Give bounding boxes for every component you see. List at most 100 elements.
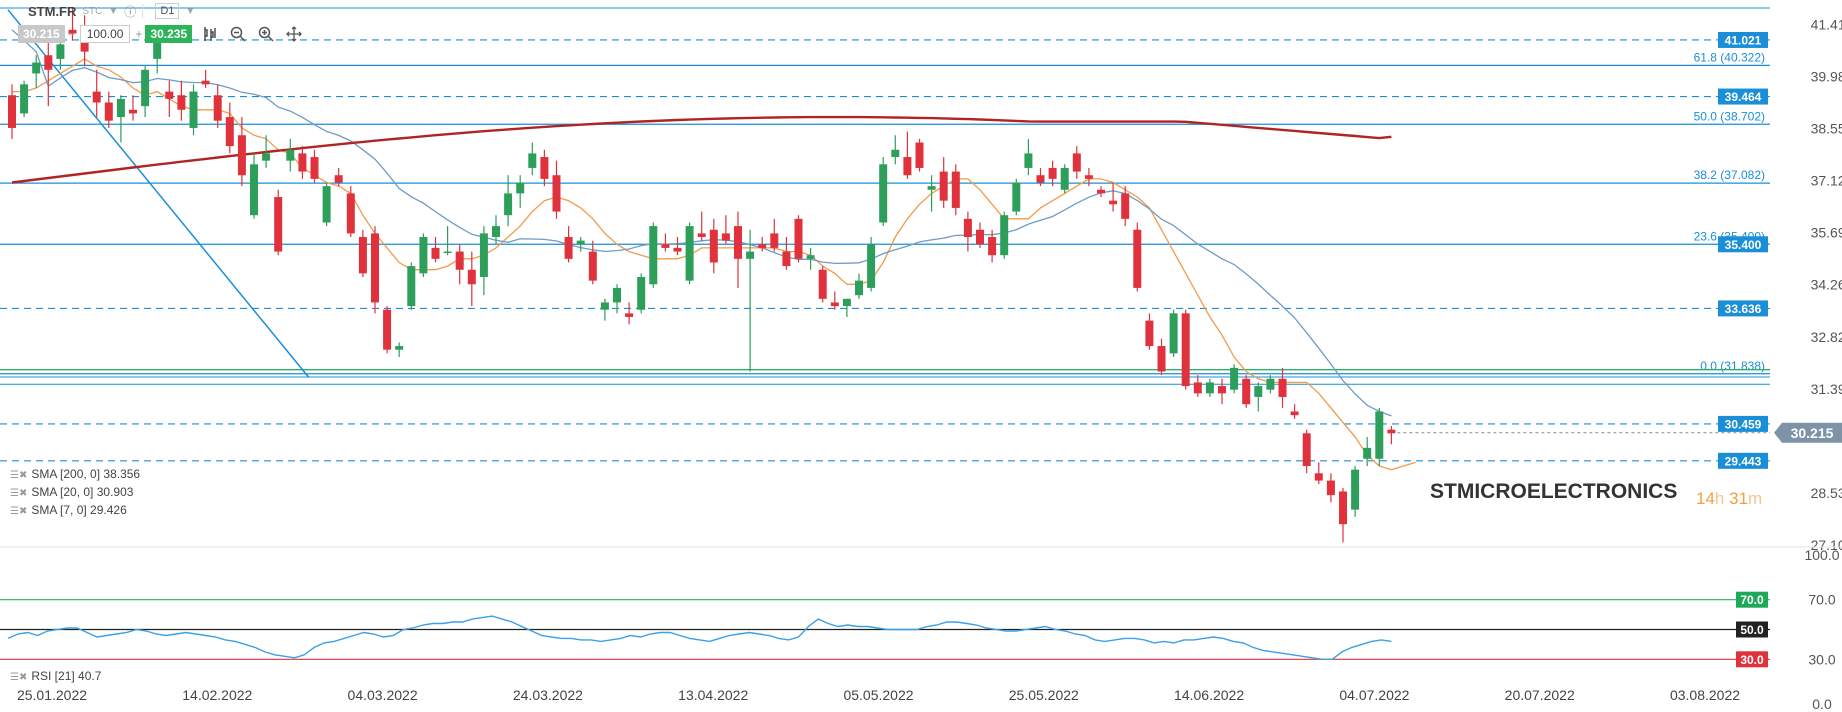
- candle-body: [1193, 382, 1202, 394]
- candle-body: [867, 244, 876, 288]
- candle-body: [770, 233, 779, 248]
- rsi-tick: 100.0: [1804, 547, 1839, 563]
- time-tick: 04.07.2022: [1339, 687, 1409, 703]
- price-tick: 32.828: [1811, 329, 1842, 345]
- time-tick: 25.01.2022: [17, 687, 87, 703]
- candle-body: [492, 226, 500, 238]
- plus-button[interactable]: +: [135, 27, 143, 41]
- candle-body: [346, 193, 355, 234]
- candlestick-type-icon[interactable]: [200, 24, 220, 44]
- time-tick: 14.02.2022: [182, 687, 252, 703]
- price-level-badge: [1718, 452, 1768, 469]
- toolbar-divider: [142, 4, 144, 18]
- price-level-badge: [1718, 300, 1768, 317]
- candle-body: [963, 218, 972, 238]
- candle-body: [141, 69, 150, 107]
- candle-body: [20, 84, 29, 114]
- buy-button[interactable]: 30.235: [145, 25, 193, 43]
- candle-body: [407, 266, 416, 307]
- rsi-legend[interactable]: ☰✖ RSI [21] 40.7: [10, 669, 101, 683]
- sma-7-name: SMA [7, 0]: [31, 503, 87, 517]
- candle-body: [830, 302, 839, 307]
- candle-body: [44, 55, 53, 70]
- candle-body: [1254, 386, 1263, 397]
- sma-200-name: SMA [200, 0]: [31, 467, 101, 481]
- sma-20-value: 30.903: [96, 485, 134, 499]
- info-icon[interactable]: ⓘ: [124, 4, 137, 19]
- sell-button[interactable]: 30.215: [18, 25, 65, 43]
- rsi-tick: 30.0: [1808, 651, 1835, 667]
- sma-7-value: 29.426: [90, 503, 127, 517]
- candle-body: [1060, 167, 1069, 190]
- price-level-value: 33.636: [1725, 302, 1762, 316]
- rsi-name: RSI [21]: [31, 669, 75, 683]
- candle-body: [1302, 433, 1311, 467]
- minus-button[interactable]: −: [67, 27, 75, 41]
- time-tick: 20.07.2022: [1505, 687, 1575, 703]
- sma-20-legend[interactable]: ☰✖ SMA [20, 0] 30.903: [10, 485, 133, 499]
- candle-body: [310, 157, 319, 179]
- candle-body: [951, 171, 960, 208]
- candle-body: [758, 244, 767, 248]
- symbol-tag: STC: [82, 5, 103, 17]
- candle-body: [298, 153, 307, 172]
- candle-body: [576, 240, 585, 245]
- fib-label: 50.0 (38.702): [1694, 109, 1765, 123]
- rsi-panel: 70.0 50.0 30.0 100.0 70.0 30.0 0.0: [0, 547, 1840, 712]
- candle-body: [56, 44, 65, 59]
- price-level-value: 39.464: [1725, 90, 1762, 104]
- candle-body: [842, 298, 851, 307]
- candle-body: [528, 153, 537, 168]
- rsi-tick: 0.0: [1812, 696, 1832, 712]
- candle-body: [371, 233, 379, 303]
- candle-body: [189, 91, 198, 128]
- settings-remove-icon[interactable]: ☰✖: [10, 672, 28, 683]
- settings-remove-icon[interactable]: ☰✖: [10, 506, 28, 517]
- candle-body: [383, 309, 392, 350]
- price-levels: 61.8 (40.322) 50.0 (38.702) 38.2 (37.082) 2…: [0, 7, 1770, 469]
- candle-body: [782, 251, 791, 267]
- settings-remove-icon[interactable]: ☰✖: [10, 470, 28, 481]
- candle-body: [709, 229, 718, 263]
- timer-hours: 14: [1696, 489, 1715, 508]
- price-level-value: 30.459: [1725, 417, 1762, 431]
- candle-body: [262, 153, 271, 161]
- price-tick: 31.397: [1811, 381, 1842, 397]
- price-tick: 35.691: [1811, 225, 1842, 241]
- candle-body: [939, 171, 948, 201]
- quantity-input[interactable]: 100.00: [79, 25, 131, 43]
- candle-body: [1133, 229, 1142, 288]
- zoom-out-icon[interactable]: [228, 24, 248, 44]
- zoom-in-icon[interactable]: [256, 24, 276, 44]
- price-tick: 38.554: [1811, 121, 1842, 137]
- pan-crosshair-icon[interactable]: [284, 24, 304, 44]
- time-tick: 24.03.2022: [513, 687, 583, 703]
- candle-body: [879, 164, 888, 223]
- interval-select[interactable]: D1: [155, 3, 180, 19]
- time-tick: 13.04.2022: [678, 687, 748, 703]
- price-tick: 28.534: [1811, 485, 1842, 501]
- price-axis: 41.417 39.986 38.554 37.123 35.691 34.260 32.8…: [0, 17, 1842, 553]
- current-price-badge: [1774, 422, 1842, 443]
- time-tick: 05.05.2022: [843, 687, 913, 703]
- candle-body: [794, 218, 803, 259]
- candle-body: [976, 229, 984, 245]
- candle-body: [1169, 313, 1178, 354]
- price-tick: 39.986: [1811, 69, 1842, 85]
- sma-7-legend[interactable]: ☰✖ SMA [7, 0] 29.426: [10, 503, 127, 517]
- candle-body: [697, 233, 706, 238]
- candle-body: [1024, 153, 1033, 168]
- settings-remove-icon[interactable]: ☰✖: [10, 488, 28, 499]
- candle-body: [177, 95, 186, 110]
- interval-chevron-down-icon[interactable]: ▼: [185, 5, 196, 17]
- symbol-label[interactable]: STM.FR: [28, 3, 77, 19]
- candle-body: [104, 102, 113, 121]
- symbol-chevron-down-icon[interactable]: ▼: [108, 5, 119, 17]
- candle-body: [1266, 378, 1275, 390]
- sma-200-legend[interactable]: ☰✖ SMA [200, 0] 38.356: [10, 467, 140, 481]
- fib-label: 0.0 (31.838): [1700, 359, 1765, 373]
- candle-body: [1351, 469, 1360, 510]
- candle-body: [613, 287, 621, 303]
- candle-body: [637, 277, 646, 310]
